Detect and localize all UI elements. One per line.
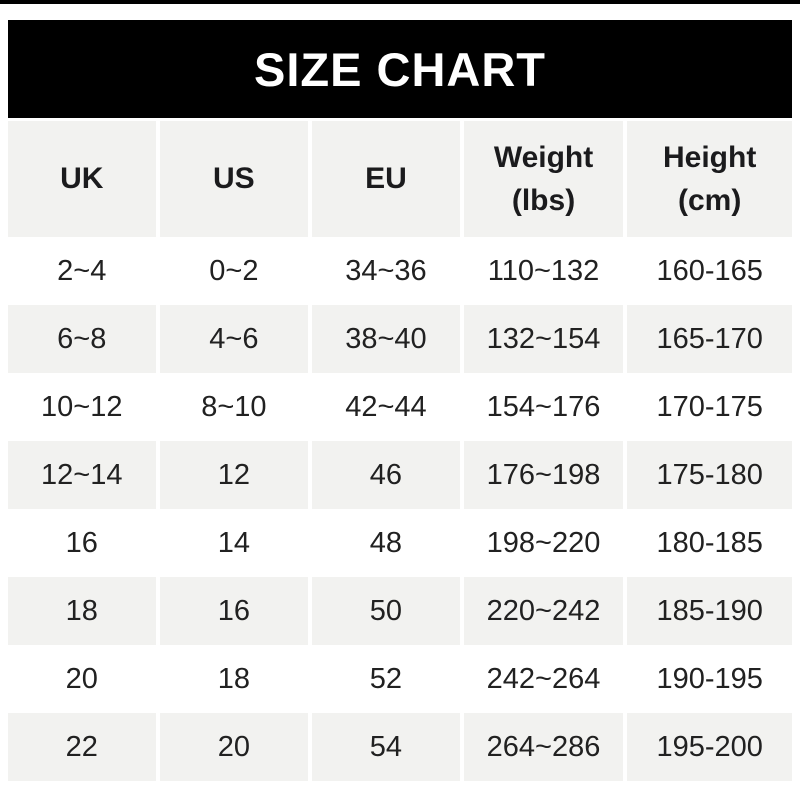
cell-height: 160-165: [627, 237, 792, 305]
cell-uk: 2~4: [8, 237, 156, 305]
column-header-label: Height: [663, 140, 757, 174]
cell-us: 8~10: [159, 373, 309, 441]
cell-us: 0~2: [159, 237, 309, 305]
table-row: 12~14 12 46 176~198 175-180: [8, 441, 792, 509]
cell-weight: 198~220: [463, 509, 624, 577]
column-header-eu: EU: [312, 121, 460, 237]
cell-weight: 242~264: [463, 645, 624, 713]
column-header-label: Weight: [493, 140, 594, 174]
top-border-bar: [0, 0, 800, 4]
cell-uk: 12~14: [8, 441, 156, 509]
cell-height: 195-200: [627, 713, 792, 781]
cell-weight: 220~242: [463, 577, 624, 645]
cell-height: 170-175: [627, 373, 792, 441]
cell-eu: 52: [312, 645, 460, 713]
column-header-sublabel: (cm): [678, 184, 742, 217]
table-header-row: UK US EU Weight (lbs) Height (cm): [8, 121, 792, 237]
cell-eu: 54: [312, 713, 460, 781]
cell-uk: 10~12: [8, 373, 156, 441]
cell-height: 185-190: [627, 577, 792, 645]
cell-eu: 50: [312, 577, 460, 645]
cell-height: 165-170: [627, 305, 792, 373]
column-header-label: US: [213, 162, 255, 196]
column-header-height: Height (cm): [627, 121, 792, 237]
cell-us: 14: [159, 509, 309, 577]
cell-weight: 264~286: [463, 713, 624, 781]
page-title: SIZE CHART: [254, 42, 546, 96]
table-row: 18 16 50 220~242 185-190: [8, 577, 792, 645]
cell-us: 16: [159, 577, 309, 645]
cell-us: 4~6: [159, 305, 309, 373]
cell-eu: 34~36: [312, 237, 460, 305]
table-row: 22 20 54 264~286 195-200: [8, 713, 792, 781]
cell-height: 180-185: [627, 509, 792, 577]
cell-weight: 154~176: [463, 373, 624, 441]
column-header-label: EU: [365, 162, 407, 196]
cell-uk: 16: [8, 509, 156, 577]
cell-weight: 176~198: [463, 441, 624, 509]
cell-us: 18: [159, 645, 309, 713]
cell-weight: 132~154: [463, 305, 624, 373]
size-table: UK US EU Weight (lbs) Height (cm) 2~4 0: [8, 121, 792, 781]
column-header-uk: UK: [8, 121, 156, 237]
cell-eu: 42~44: [312, 373, 460, 441]
cell-uk: 20: [8, 645, 156, 713]
column-header-us: US: [159, 121, 309, 237]
cell-us: 20: [159, 713, 309, 781]
table-row: 20 18 52 242~264 190-195: [8, 645, 792, 713]
cell-weight: 110~132: [463, 237, 624, 305]
column-header-weight: Weight (lbs): [463, 121, 624, 237]
title-banner: SIZE CHART: [8, 20, 792, 118]
table-row: 2~4 0~2 34~36 110~132 160-165: [8, 237, 792, 305]
cell-height: 190-195: [627, 645, 792, 713]
cell-uk: 6~8: [8, 305, 156, 373]
cell-height: 175-180: [627, 441, 792, 509]
column-header-sublabel: (lbs): [511, 184, 576, 217]
cell-eu: 48: [312, 509, 460, 577]
cell-us: 12: [159, 441, 309, 509]
cell-eu: 46: [312, 441, 460, 509]
column-header-label: UK: [60, 162, 104, 196]
cell-uk: 18: [8, 577, 156, 645]
cell-eu: 38~40: [312, 305, 460, 373]
table-row: 10~12 8~10 42~44 154~176 170-175: [8, 373, 792, 441]
table-row: 16 14 48 198~220 180-185: [8, 509, 792, 577]
cell-uk: 22: [8, 713, 156, 781]
table-row: 6~8 4~6 38~40 132~154 165-170: [8, 305, 792, 373]
